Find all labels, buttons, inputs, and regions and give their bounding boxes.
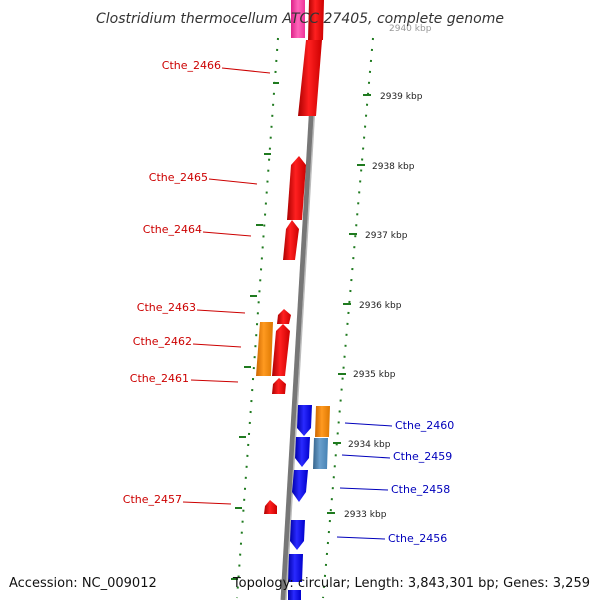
gene-feature-blue-bottom[interactable] bbox=[288, 554, 303, 582]
gene-feature-cthe-2459-blue[interactable] bbox=[295, 437, 310, 467]
leader-lines-right bbox=[336, 422, 393, 540]
topology-text: Topology: circular; Length: 3,843,301 bp… bbox=[232, 576, 590, 591]
gene-label-cthe-2459[interactable]: Cthe_2459 bbox=[393, 450, 452, 463]
gene-feature-cthe-2458[interactable] bbox=[292, 470, 308, 502]
gene-feature-cthe-2457[interactable] bbox=[264, 500, 277, 514]
gene-feature-cthe-2456[interactable] bbox=[290, 520, 305, 550]
gene-label-cthe-2463[interactable]: Cthe_2463 bbox=[137, 301, 196, 314]
kbp-label-2935: 2935 kbp bbox=[353, 370, 396, 380]
leader-lines-left bbox=[182, 67, 271, 505]
gene-label-cthe-2461[interactable]: Cthe_2461 bbox=[130, 372, 189, 385]
kbp-label-2938: 2938 kbp bbox=[372, 162, 415, 172]
gene-feature-cthe-2464[interactable] bbox=[283, 220, 299, 260]
gene-label-cthe-2464[interactable]: Cthe_2464 bbox=[143, 223, 202, 236]
kbp-label-2933: 2933 kbp bbox=[344, 510, 387, 520]
gene-feature-cthe-2460-blue[interactable] bbox=[297, 405, 312, 436]
kbp-label-2934: 2934 kbp bbox=[348, 440, 391, 450]
map-title: Clostridium thermocellum ATCC 27405, com… bbox=[96, 11, 504, 27]
gene-label-cthe-2462[interactable]: Cthe_2462 bbox=[133, 335, 192, 348]
gene-feature-cthe-2466[interactable] bbox=[298, 40, 322, 116]
gene-label-cthe-2466[interactable]: Cthe_2466 bbox=[162, 59, 221, 72]
kbp-ticks bbox=[327, 94, 371, 514]
gene-label-cthe-2457[interactable]: Cthe_2457 bbox=[123, 493, 182, 506]
gene-feature-cthe-2463[interactable] bbox=[277, 309, 291, 324]
kbp-label-2940: 2940 kbp bbox=[389, 24, 432, 34]
gene-feature-cthe-2461[interactable] bbox=[272, 378, 286, 394]
kbp-label-2937: 2937 kbp bbox=[365, 231, 408, 241]
accession-text: Accession: NC_009012 bbox=[9, 576, 157, 591]
gene-label-cthe-2458[interactable]: Cthe_2458 bbox=[391, 483, 450, 496]
gene-feature-cthe-2462-red[interactable] bbox=[272, 324, 290, 376]
kbp-label-2936: 2936 kbp bbox=[359, 301, 402, 311]
gene-feature-cthe-2462-orange[interactable] bbox=[256, 322, 273, 376]
gene-label-cthe-2456[interactable]: Cthe_2456 bbox=[388, 532, 447, 545]
gene-feature-cthe-2465[interactable] bbox=[287, 156, 306, 220]
gene-label-cthe-2460[interactable]: Cthe_2460 bbox=[395, 419, 454, 432]
kbp-label-2939: 2939 kbp bbox=[380, 92, 423, 102]
gene-label-cthe-2465[interactable]: Cthe_2465 bbox=[149, 171, 208, 184]
gene-feature-cthe-2460-orange[interactable] bbox=[315, 406, 330, 437]
gene-feature-cthe-2459-steel[interactable] bbox=[313, 438, 328, 469]
gene-feature-magenta[interactable] bbox=[291, 0, 305, 38]
gc-ticks-left bbox=[231, 82, 279, 580]
gene-feature-red-top[interactable] bbox=[308, 0, 324, 40]
gene-feature-blue-edge[interactable] bbox=[288, 590, 301, 600]
